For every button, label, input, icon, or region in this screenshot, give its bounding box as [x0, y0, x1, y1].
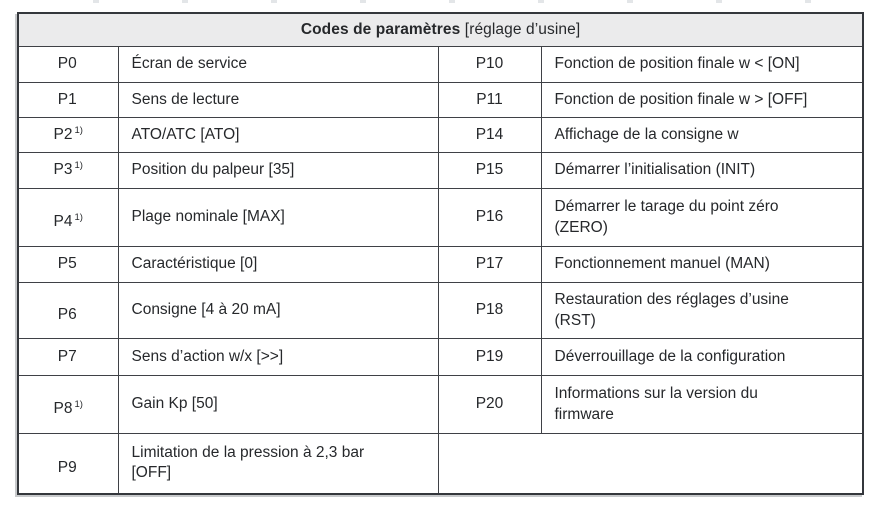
- param-label-cell: Consigne [4 à 20 mA]: [117, 282, 439, 339]
- param-code-cell: P9: [17, 433, 119, 494]
- table-title-bold: Codes de paramètres: [300, 20, 461, 38]
- param-label-cell: Démarrer l’initialisation (INIT): [540, 152, 864, 189]
- table-title-suffix: [réglage d’usine]: [460, 20, 581, 38]
- table-title: Codes de paramètres [réglage d’usine]: [17, 12, 864, 47]
- param-label-cell: Affichage de la consigne w: [540, 117, 864, 153]
- param-code: P3: [53, 161, 73, 179]
- table-row: P4 1) Plage nominale [MAX] P16 Démarrer l…: [17, 188, 864, 247]
- param-code-cell: P16: [437, 188, 542, 247]
- param-code: P15: [475, 161, 504, 179]
- param-code-cell: P2 1): [17, 117, 119, 153]
- footnote-ref: 1): [74, 211, 83, 223]
- param-label-cell: Restauration des réglages d’usine (RST): [540, 282, 864, 339]
- empty-cell: [437, 433, 864, 494]
- table-row: P7 Sens d’action w/x [>>] P19 Déverrouil…: [17, 338, 864, 376]
- param-code: P18: [475, 301, 504, 319]
- table-row: P5 Caractéristique [0] P17 Fonctionnemen…: [17, 246, 864, 283]
- footnote-ref: 1): [74, 160, 83, 172]
- param-label-cell: Plage nominale [MAX]: [117, 188, 439, 247]
- param-label-cell: Fonction de position finale w > [OFF]: [540, 82, 864, 118]
- param-code: P9: [57, 458, 77, 476]
- param-code-cell: P1: [17, 82, 119, 118]
- param-code: P0: [57, 55, 77, 73]
- param-label-cell: Position du palpeur [35]: [117, 152, 439, 189]
- param-label-cell: Déverrouillage de la configuration: [540, 338, 864, 376]
- param-label-cell: Caractéristique [0]: [117, 246, 439, 283]
- param-code: P10: [475, 55, 504, 73]
- param-code: P20: [475, 395, 504, 413]
- param-code-cell: P20: [437, 375, 542, 434]
- param-code: P5: [57, 255, 77, 273]
- param-label-cell: Écran de service: [117, 46, 439, 83]
- param-label-cell: Sens de lecture: [117, 82, 439, 118]
- param-label-cell: Fonction de position finale w < [ON]: [540, 46, 864, 83]
- footnote-ref: 1): [74, 124, 83, 136]
- param-code: P8: [53, 399, 73, 417]
- param-code-cell: P11: [437, 82, 542, 118]
- param-label-cell: ATO/ATC [ATO]: [117, 117, 439, 153]
- cropped-content-artifact: [10, 0, 877, 3]
- parameter-codes-table-wrap: Codes de paramètres [réglage d’usine] P0…: [17, 12, 865, 495]
- param-label-cell: Informations sur la version du firmware: [540, 375, 864, 434]
- table-row: P3 1) Position du palpeur [35] P15 Démarr…: [17, 152, 864, 189]
- param-label-cell: Gain Kp [50]: [117, 375, 439, 434]
- param-code: P6: [57, 305, 77, 323]
- param-label-cell: Sens d’action w/x [>>]: [117, 338, 439, 376]
- param-code: P14: [475, 125, 504, 143]
- table-header-row: Codes de paramètres [réglage d’usine]: [17, 12, 864, 47]
- param-code: P19: [475, 347, 504, 365]
- param-label-cell: Limitation de la pression à 2,3 bar [OFF…: [117, 433, 439, 494]
- parameter-codes-table: Codes de paramètres [réglage d’usine] P0…: [17, 12, 865, 495]
- table-row: P0 Écran de service P10 Fonction de posi…: [17, 46, 864, 83]
- param-code: P7: [57, 347, 77, 365]
- param-code: P2: [53, 125, 73, 143]
- param-code: P1: [57, 90, 77, 108]
- table-row: P2 1) ATO/ATC [ATO] P14 Affichage de la c…: [17, 117, 864, 153]
- param-code-cell: P17: [437, 246, 542, 283]
- param-code-cell: P4 1): [17, 188, 119, 247]
- param-label-cell: Démarrer le tarage du point zéro (ZERO): [540, 188, 864, 247]
- param-code-cell: P3 1): [17, 152, 119, 189]
- table-row: P9 Limitation de la pression à 2,3 bar […: [17, 433, 864, 494]
- param-code-cell: P14: [437, 117, 542, 153]
- param-code: P17: [475, 255, 504, 273]
- table-row: P1 Sens de lecture P11 Fonction de posit…: [17, 82, 864, 118]
- table-row: P8 1) Gain Kp [50] P20 Informations sur l…: [17, 375, 864, 434]
- param-code: P4: [53, 212, 73, 230]
- param-code-cell: P19: [437, 338, 542, 376]
- param-code: P16: [475, 208, 504, 226]
- param-code-cell: P5: [17, 246, 119, 283]
- param-code-cell: P0: [17, 46, 119, 83]
- param-code: P11: [476, 90, 503, 108]
- param-code-cell: P10: [437, 46, 542, 83]
- param-code-cell: P15: [437, 152, 542, 189]
- param-code-cell: P18: [437, 282, 542, 339]
- param-label-cell: Fonctionnement manuel (MAN): [540, 246, 864, 283]
- param-code-cell: P7: [17, 338, 119, 376]
- param-code-cell: P8 1): [17, 375, 119, 434]
- footnote-ref: 1): [74, 398, 83, 410]
- param-code-cell: P6: [17, 282, 119, 339]
- table-row: P6 Consigne [4 à 20 mA] P18 Restauration…: [17, 282, 864, 339]
